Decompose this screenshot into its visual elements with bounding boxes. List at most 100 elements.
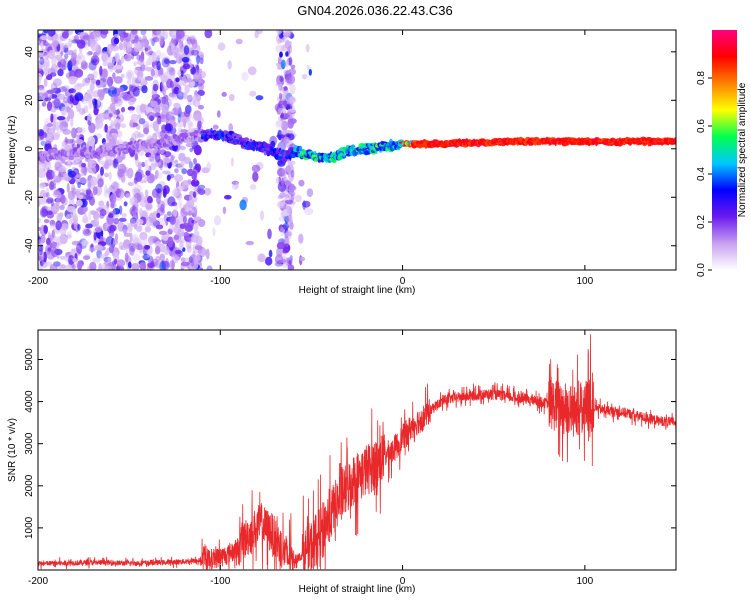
noise-speckle [66, 213, 74, 219]
noise-speckle [38, 49, 44, 57]
noise-speckle [155, 169, 159, 179]
y-tick-label: 0 [24, 146, 35, 152]
noise-speckle [285, 30, 291, 37]
noise-speckle [147, 112, 156, 121]
noise-speckle [84, 95, 88, 101]
x-tick-label: 0 [400, 576, 406, 587]
noise-speckle [72, 166, 76, 171]
noise-speckle [73, 83, 82, 90]
noise-speckle [165, 123, 172, 134]
noise-speckle [163, 94, 169, 103]
noise-speckle [74, 68, 84, 78]
noise-speckle [136, 225, 143, 233]
noise-speckle [83, 228, 92, 236]
noise-speckle [198, 68, 203, 74]
noise-speckle [212, 124, 219, 130]
noise-speckle [45, 169, 55, 180]
noise-speckle [89, 83, 95, 91]
noise-speckle [174, 168, 179, 174]
noise-speckle [78, 188, 86, 194]
noise-speckle [145, 152, 152, 158]
noise-speckle [281, 120, 289, 131]
noise-speckle [170, 152, 176, 161]
noise-speckle [88, 210, 92, 221]
noise-speckle [128, 261, 132, 269]
noise-speckle [55, 196, 60, 207]
noise-speckle [288, 97, 295, 107]
noise-speckle [140, 42, 145, 52]
noise-speckle [177, 113, 181, 124]
noise-speckle [278, 92, 283, 100]
colorbar-ticks: 0.0 0.2 0.4 0.6 0.8 [696, 71, 712, 277]
noise-speckle [38, 200, 41, 207]
noise-speckle [241, 71, 249, 82]
noise-speckle [58, 212, 64, 218]
noise-speckle [104, 258, 112, 267]
noise-speckle [55, 220, 62, 231]
noise-speckle [50, 107, 57, 113]
noise-speckle [42, 161, 47, 172]
noise-speckle [101, 261, 110, 270]
noise-speckle [134, 153, 139, 161]
noise-speckle [88, 160, 97, 169]
noise-speckle [48, 247, 51, 252]
noise-speckle [107, 258, 112, 263]
noise-speckle [256, 30, 263, 35]
noise-speckle [82, 77, 91, 86]
noise-speckle [44, 53, 50, 60]
noise-speckle [188, 210, 192, 216]
noise-speckle [47, 50, 56, 60]
noise-speckle [154, 106, 161, 113]
noise-speckle [59, 204, 65, 211]
y-tick-label: 20 [24, 94, 35, 106]
noise-speckle [286, 164, 294, 174]
noise-speckle [162, 88, 166, 96]
noise-speckle [196, 54, 201, 65]
noise-speckle [181, 222, 191, 229]
noise-speckle [38, 226, 42, 231]
noise-speckle [122, 93, 131, 102]
noise-speckle [205, 248, 210, 260]
noise-speckle [104, 184, 108, 196]
noise-speckle [308, 68, 312, 76]
noise-speckle [288, 68, 296, 76]
noise-speckle [166, 211, 172, 217]
ridge-cell [125, 143, 129, 147]
noise-speckle [106, 76, 114, 87]
noise-speckle [145, 60, 149, 69]
noise-speckle [91, 78, 96, 85]
noise-speckle [196, 44, 201, 55]
noise-speckle [285, 111, 293, 120]
noise-speckle [74, 92, 84, 102]
noise-speckle [282, 206, 290, 211]
noise-speckle [282, 248, 290, 254]
noise-speckle [306, 64, 310, 70]
noise-speckle [193, 157, 197, 165]
noise-speckle [79, 177, 89, 184]
noise-speckle [278, 84, 283, 91]
noise-speckle [204, 30, 213, 39]
noise-speckle [105, 159, 115, 166]
noise-speckle [249, 184, 257, 190]
noise-speckle [130, 114, 139, 122]
noise-speckle [252, 171, 259, 182]
noise-speckle [184, 84, 190, 94]
y-tick-label: 3000 [24, 432, 35, 455]
snr-y-ticks: 1000 2000 3000 4000 5000 [24, 348, 676, 539]
noise-speckle [40, 35, 48, 41]
noise-speckle [118, 87, 125, 93]
noise-speckle [147, 196, 153, 204]
noise-speckle [186, 78, 193, 83]
noise-speckle [284, 199, 293, 205]
noise-speckle [127, 71, 132, 79]
noise-speckle [93, 108, 99, 116]
noise-speckle [49, 263, 58, 270]
noise-speckle [134, 130, 140, 139]
noise-speckle [118, 241, 124, 251]
noise-speckle [185, 142, 193, 148]
noise-speckle [114, 52, 120, 63]
noise-speckle [181, 168, 188, 175]
noise-speckle [118, 112, 124, 119]
noise-speckle [155, 255, 161, 262]
noise-speckle [140, 30, 147, 36]
